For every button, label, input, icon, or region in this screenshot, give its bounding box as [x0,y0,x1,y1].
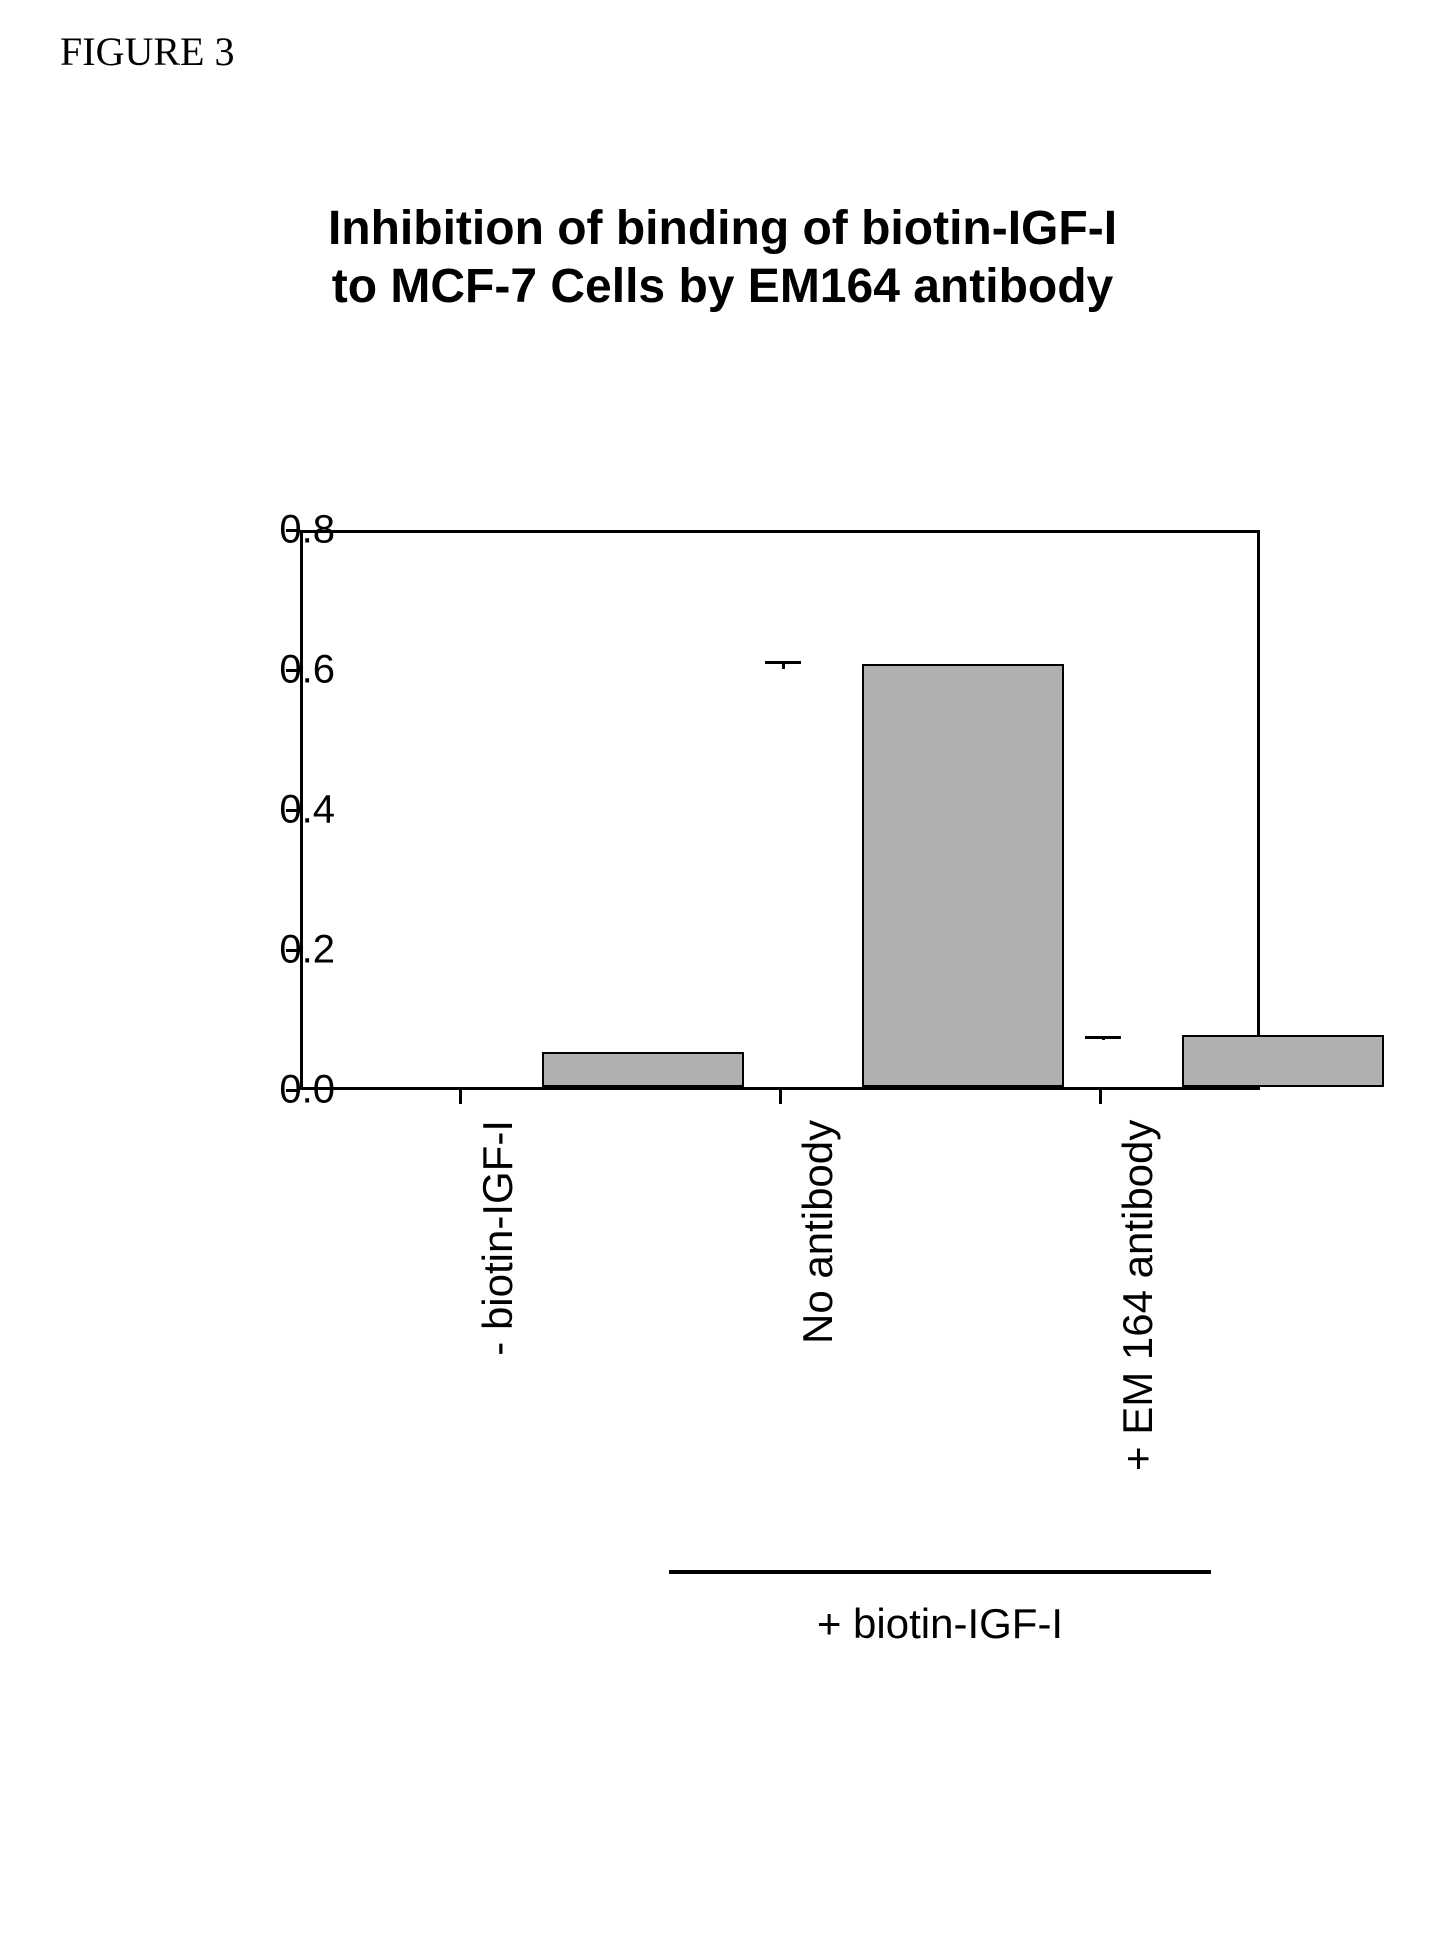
chart-title-line1: Inhibition of binding of biotin-IGF-I [328,202,1117,255]
error-cap [765,661,801,664]
y-tick-label: 0.6 [279,648,335,693]
figure-label: FIGURE 3 [60,28,234,75]
group-label: + biotin-IGF-I [669,1600,1211,1648]
plot-area [300,530,1260,1090]
y-tick-label: 0.2 [279,928,335,973]
chart-container: Absorbance, 405 nm (bound biotin-IGF-I) … [120,530,1320,1680]
group-bracket [669,1570,1211,1574]
chart-title-line2: to MCF-7 Cells by EM164 antibody [332,260,1113,313]
x-tick-label: No antibody [794,1120,842,1344]
bar [542,1052,744,1087]
chart-title: Inhibition of binding of biotin-IGF-I to… [0,200,1445,315]
x-tick [459,1090,462,1104]
y-tick-label: 0.4 [279,788,335,833]
x-tick-label: + EM 164 antibody [1114,1120,1162,1471]
error-cap [1085,1036,1121,1039]
x-tick [779,1090,782,1104]
y-tick-label: 0.8 [279,508,335,553]
bar [1182,1035,1384,1088]
x-tick-label: - biotin-IGF-I [474,1120,522,1356]
bar [862,664,1064,1088]
y-tick-label: 0.0 [279,1068,335,1113]
x-tick [1099,1090,1102,1104]
